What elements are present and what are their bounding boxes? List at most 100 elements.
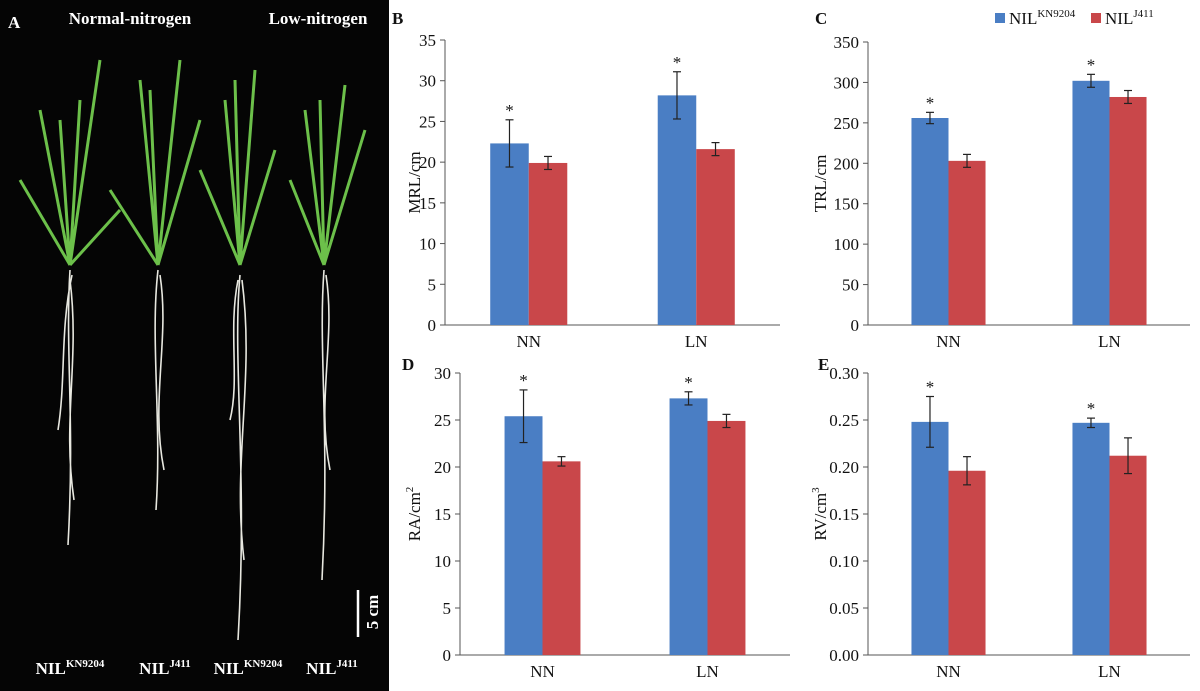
bar [1109,455,1147,655]
x-tick-label: LN [1098,662,1121,681]
bar [948,160,986,325]
y-tick-label: 5 [428,275,437,294]
bar [911,421,949,655]
y-tick-label: 0.00 [829,646,859,665]
panel-letter: D [402,355,414,374]
legend-label-base: NIL [1105,9,1133,28]
bar [528,162,568,325]
y-tick-label: 0.30 [829,364,859,383]
y-axis-label: TRL/cm [811,155,830,213]
y-tick-label: 10 [434,552,451,571]
y-axis-label: MRL/cm [405,151,424,213]
y-tick-label: 150 [834,195,860,214]
y-tick-label: 15 [419,194,436,213]
error-bar [1086,73,1095,88]
y-axis-label-superscript: 2 [404,487,416,493]
roots [57,269,331,641]
x-tick-label: NN [936,332,961,351]
significance-mark: * [1087,399,1096,418]
y-axis-label-base: MRL/cm [405,151,424,213]
error-bar [963,153,972,168]
error-bar [505,119,514,168]
bar [1072,80,1110,325]
legend-label-superscript: J411 [1133,8,1153,20]
x-tick-label: LN [685,332,708,351]
plant-label-superscript: J411 [336,658,357,670]
error-bar [1124,437,1133,475]
error-bar [711,142,720,157]
scale-label: 5 cm [363,595,382,629]
x-tick-label: NN [516,332,541,351]
plant-label: NILKN9204 [214,658,283,678]
significance-mark: * [926,378,935,397]
legend-label: NILJ411 [1105,8,1154,28]
significance-mark: * [673,53,682,72]
bar [542,461,581,655]
error-bar [544,155,553,171]
legend-swatch [1091,13,1101,23]
error-bar [1086,417,1095,429]
error-bar [963,456,972,486]
y-tick-label: 10 [419,235,436,254]
bar [707,420,746,655]
panel-letter: B [392,9,403,28]
x-tick-label: LN [696,662,719,681]
error-bar [519,389,528,444]
y-tick-label: 0 [443,646,452,665]
x-tick-label: NN [530,662,555,681]
significance-mark: * [519,371,528,390]
y-axis-label-base: RV/cm [811,493,830,541]
bar [1109,96,1147,326]
y-axis-label-base: TRL/cm [811,155,830,213]
significance-mark: * [926,93,935,112]
error-bar [925,111,934,125]
plant-label: NILKN9204 [36,658,105,678]
y-axis-label-base: RA/cm [405,492,424,541]
plant-label-base: NIL [139,659,169,678]
y-axis-label-superscript: 3 [810,487,822,493]
panel-letter: E [818,355,829,374]
photo-background [0,0,389,691]
error-bar [722,413,731,429]
panel-letter: A [8,13,21,32]
plant-label-superscript: KN9204 [244,658,283,670]
y-tick-label: 30 [419,72,436,91]
legend-label-superscript: KN9204 [1037,8,1075,20]
error-bar [925,395,934,448]
y-tick-label: 300 [834,73,860,92]
y-tick-label: 250 [834,114,860,133]
error-bar [1124,89,1133,105]
y-tick-label: 0 [851,316,860,335]
condition-title: Low-nitrogen [269,9,368,28]
plant-label: NILJ411 [139,658,191,678]
panel-letter: C [815,9,827,28]
significance-mark: * [684,373,693,392]
x-tick-label: LN [1098,332,1121,351]
y-tick-label: 5 [443,599,452,618]
y-tick-label: 35 [419,31,436,50]
legend-label-base: NIL [1009,9,1037,28]
y-tick-label: 0.05 [829,599,859,618]
y-axis-label: RA/cm2 [404,487,424,542]
leaves [18,59,367,267]
y-tick-label: 0.25 [829,411,859,430]
y-tick-label: 0 [428,316,437,335]
plant-label-superscript: J411 [169,658,190,670]
y-tick-label: 30 [434,364,451,383]
significance-mark: * [1087,55,1096,74]
y-tick-label: 0.20 [829,458,859,477]
y-tick-label: 15 [434,505,451,524]
significance-mark: * [505,101,514,120]
y-tick-label: 100 [834,235,860,254]
photo-panel: A Normal-nitrogen Low-nitrogen 5 cm [0,0,389,691]
y-tick-label: 25 [434,411,451,430]
y-axis-label: RV/cm3 [810,487,830,541]
y-tick-label: 25 [419,112,436,131]
bar [490,143,529,325]
y-tick-label: 0.15 [829,505,859,524]
bar [696,149,735,325]
plant-label: NILJ411 [306,658,358,678]
error-bar [557,456,566,467]
y-tick-label: 350 [834,33,860,52]
